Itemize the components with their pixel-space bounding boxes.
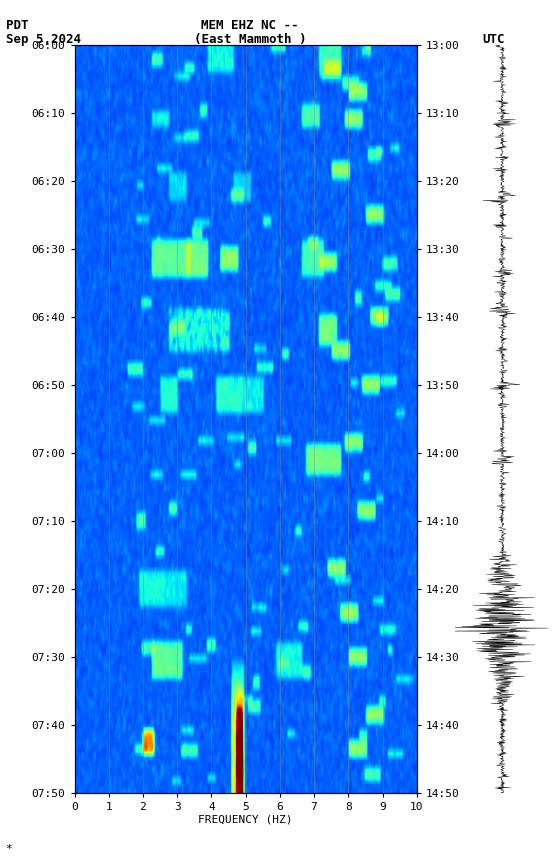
Text: *: * xyxy=(6,843,12,854)
X-axis label: FREQUENCY (HZ): FREQUENCY (HZ) xyxy=(198,815,293,825)
Text: (East Mammoth ): (East Mammoth ) xyxy=(194,33,306,46)
Text: UTC: UTC xyxy=(483,33,505,46)
Text: PDT: PDT xyxy=(6,19,28,32)
Text: Sep 5,2024: Sep 5,2024 xyxy=(6,33,81,46)
Text: MEM EHZ NC --: MEM EHZ NC -- xyxy=(201,19,299,32)
